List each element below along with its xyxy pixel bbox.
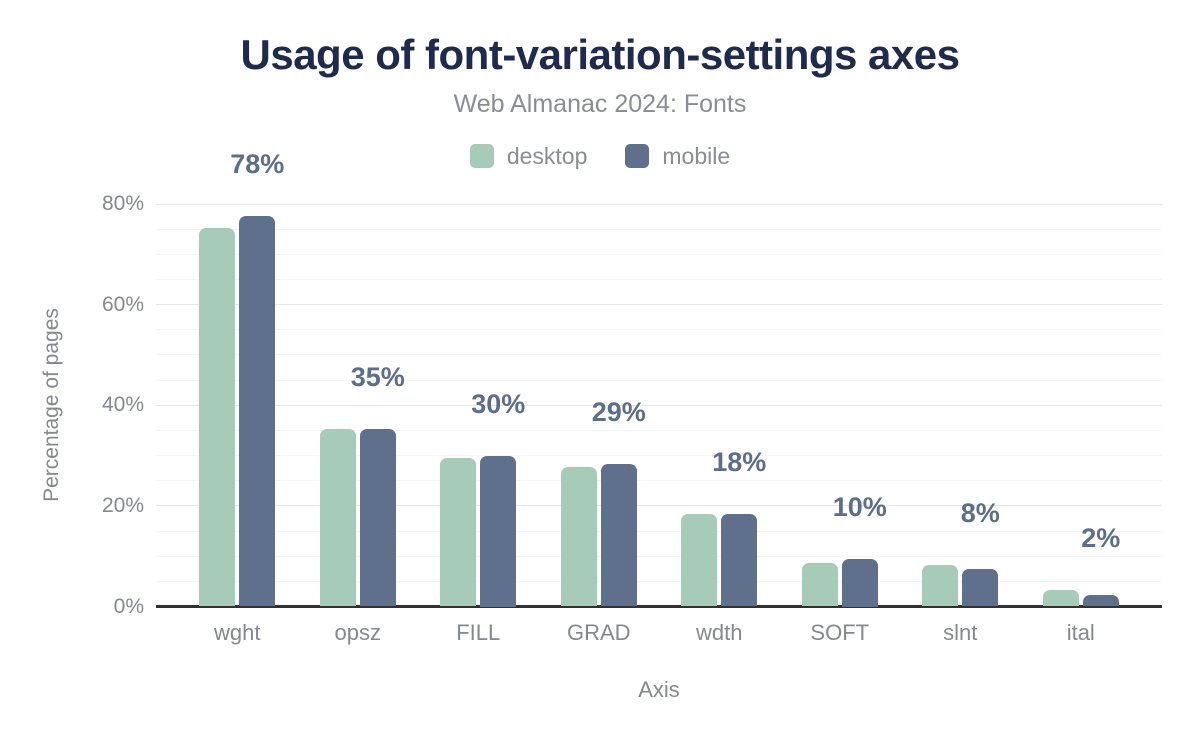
gridline-minor bbox=[156, 329, 1162, 331]
bar-desktop-SOFT bbox=[801, 563, 838, 607]
gridline-minor bbox=[156, 555, 1162, 557]
x-axis-line bbox=[156, 605, 1162, 608]
gridline-minor bbox=[156, 379, 1162, 381]
x-tick-label: ital bbox=[1066, 620, 1095, 645]
gridline-minor bbox=[156, 580, 1162, 582]
bar-value-label: 29% bbox=[591, 396, 646, 427]
bar-value-label: 18% bbox=[712, 446, 767, 477]
y-tick-label: 60% bbox=[101, 292, 144, 316]
bar-desktop-opsz bbox=[319, 429, 356, 607]
bar-desktop-wdth bbox=[681, 514, 718, 607]
gridline-minor bbox=[156, 253, 1162, 255]
y-tick-label: 20% bbox=[101, 493, 144, 517]
legend: desktop mobile bbox=[0, 142, 1200, 170]
bar-mobile-FILL bbox=[480, 455, 517, 607]
gridline-major bbox=[156, 505, 1162, 507]
bar-desktop-GRAD bbox=[560, 467, 597, 607]
bar-mobile-wght bbox=[239, 216, 276, 607]
gridline-minor bbox=[156, 480, 1162, 482]
x-tick-label: FILL bbox=[456, 620, 501, 645]
gridline-minor bbox=[156, 429, 1162, 431]
bar-value-label: 2% bbox=[1081, 523, 1121, 554]
gridline-minor bbox=[156, 354, 1162, 356]
y-tick-label: 80% bbox=[101, 192, 144, 215]
y-axis-title: Percentage of pages bbox=[40, 308, 63, 502]
bar-value-label: 78% bbox=[230, 149, 285, 180]
legend-label-mobile: mobile bbox=[662, 143, 731, 169]
y-tick-label: 0% bbox=[113, 594, 144, 618]
legend-swatch-mobile bbox=[625, 144, 650, 168]
x-tick-label: GRAD bbox=[566, 620, 631, 645]
x-tick-label: slnt bbox=[943, 620, 978, 645]
bar-mobile-ital bbox=[1082, 594, 1119, 607]
legend-item-desktop: desktop bbox=[469, 143, 588, 169]
bar-mobile-SOFT bbox=[841, 558, 878, 607]
x-axis-title: Axis bbox=[638, 677, 680, 702]
gridline-minor bbox=[156, 455, 1162, 457]
gridline-minor bbox=[156, 530, 1162, 532]
gridline-minor bbox=[156, 278, 1162, 280]
chart-subtitle: Web Almanac 2024: Fonts bbox=[453, 90, 747, 118]
x-tick-label: wght bbox=[214, 620, 261, 645]
bar-mobile-slnt bbox=[962, 569, 999, 607]
bar-value-label: 35% bbox=[350, 362, 405, 393]
gridline-major bbox=[156, 404, 1162, 406]
bar-value-label: 10% bbox=[832, 491, 887, 522]
x-tick-label: SOFT bbox=[810, 620, 870, 645]
gridline-minor bbox=[156, 228, 1162, 230]
legend-item-mobile: mobile bbox=[625, 143, 730, 169]
chart-title: Usage of font-variation-settings axes bbox=[240, 31, 960, 78]
gridline-major bbox=[156, 304, 1162, 306]
x-tick-label: opsz bbox=[334, 620, 381, 645]
bar-mobile-GRAD bbox=[600, 463, 637, 607]
bar-value-label: 30% bbox=[471, 388, 526, 419]
bar-desktop-wght bbox=[199, 228, 236, 607]
bar-desktop-slnt bbox=[922, 564, 959, 607]
x-tick-label: wdth bbox=[696, 620, 743, 645]
bar-value-label: 8% bbox=[960, 497, 1000, 528]
bar-mobile-wdth bbox=[721, 513, 758, 607]
bar-mobile-opsz bbox=[359, 429, 396, 607]
y-tick-label: 40% bbox=[101, 393, 144, 417]
legend-swatch-desktop bbox=[469, 144, 494, 168]
gridline-major bbox=[156, 203, 1162, 205]
legend-label-desktop: desktop bbox=[506, 143, 588, 169]
bar-desktop-FILL bbox=[440, 457, 477, 607]
bar-desktop-ital bbox=[1042, 590, 1079, 607]
